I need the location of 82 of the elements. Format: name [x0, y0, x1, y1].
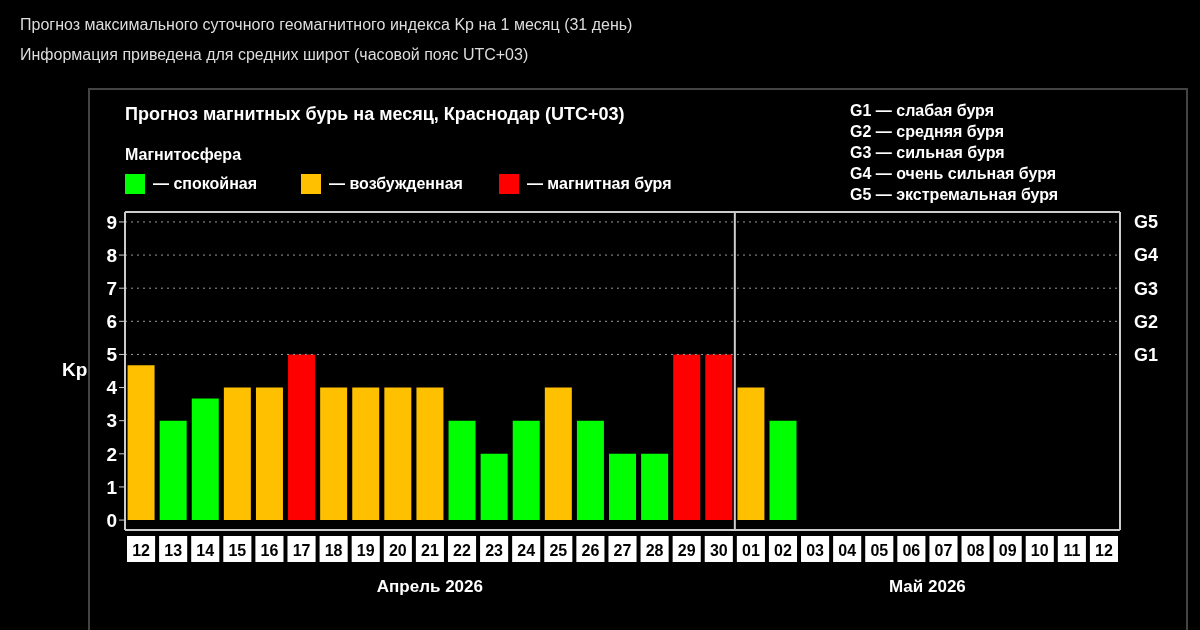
x-tick-label: 17: [292, 542, 311, 559]
x-tick-label: 12: [1095, 542, 1113, 559]
y-axis-title: Kp: [62, 359, 88, 381]
text: G3 — сильная буря: [850, 143, 1006, 163]
x-tick-label: 26: [581, 542, 600, 559]
y-tick-label: 0: [106, 509, 117, 531]
bar: [288, 354, 316, 521]
legend-title: Магнитосфера: [125, 146, 243, 164]
bar: [705, 354, 733, 521]
x-tick-label: 03: [806, 542, 825, 559]
text: Май 2026: [888, 577, 967, 597]
x-tick-label: 20: [388, 542, 407, 559]
chart-title: Прогноз магнитных бурь на месяц, Краснодар (UTC+03): [125, 104, 625, 125]
x-tick-label: 07: [934, 542, 953, 559]
bar: [641, 453, 669, 521]
x-tick-label: 19: [356, 542, 375, 559]
y-tick-label: 9: [106, 211, 117, 233]
x-tick-label: 16: [260, 542, 279, 559]
text: Прогноз максимального суточного геомагнитного индекса Kp на 1 месяц (31 день): [20, 16, 633, 34]
x-tick-label: 01: [741, 542, 760, 559]
x-tick-label: 02: [774, 542, 792, 559]
y-tick-label: 4: [106, 377, 118, 399]
x-tick-label: 30: [709, 542, 728, 559]
ref-line-label: G3: [1134, 278, 1159, 299]
y-tick-label: 8: [106, 244, 117, 266]
bar: [769, 420, 797, 521]
x-tick-label: 05: [870, 542, 889, 559]
x-tick-label: 27: [613, 542, 632, 559]
x-tick-label: 06: [902, 542, 921, 559]
y-tick-label: 3: [106, 410, 117, 432]
x-tick-label: 22: [453, 542, 472, 559]
text: G4 — очень сильная буря: [850, 164, 1058, 184]
x-tick-label: 28: [645, 542, 664, 559]
bar: [737, 387, 765, 521]
bar: [352, 387, 380, 521]
bar: [416, 387, 444, 521]
x-tick-label: 15: [228, 542, 247, 559]
text: Апрель 2026: [375, 577, 484, 597]
bar: [480, 453, 508, 521]
x-tick-label: 18: [324, 542, 343, 559]
text: G5 — экстремальная буря: [850, 185, 1059, 205]
text: G1 — слабая буря: [850, 101, 995, 121]
ref-line-label: G1: [1134, 344, 1159, 365]
x-tick-label: 11: [1063, 542, 1081, 559]
x-tick-label: 13: [164, 542, 183, 559]
bar: [673, 354, 701, 521]
bar: [576, 420, 604, 521]
bar: [320, 387, 348, 521]
y-tick-label: 5: [106, 344, 118, 366]
text: G2 — средняя буря: [850, 122, 1005, 142]
x-tick-label: 14: [196, 542, 215, 559]
x-tick-label: 08: [966, 542, 985, 559]
bar: [609, 453, 637, 521]
x-tick-label: 10: [1030, 542, 1049, 559]
x-tick-label: 09: [998, 542, 1017, 559]
bar: [448, 420, 476, 521]
ref-line-label: G2: [1134, 311, 1159, 332]
text: Информация приведена для средних широт (часовой пояс UTC+03): [20, 46, 529, 64]
x-tick-label: 29: [677, 542, 696, 559]
y-tick-label: 6: [106, 311, 117, 333]
x-tick-label: 04: [838, 542, 857, 559]
legend-label: — спокойная: [152, 174, 259, 194]
y-tick-label: 2: [106, 443, 117, 465]
x-tick-label: 21: [421, 542, 439, 559]
x-tick-label: 25: [549, 542, 568, 559]
legend-label: — возбужденная: [328, 174, 463, 194]
x-tick-label: 24: [517, 542, 536, 559]
bar: [191, 398, 219, 521]
ref-line-label: G5: [1134, 212, 1159, 233]
ref-line-label: G4: [1134, 245, 1159, 266]
bar: [255, 387, 283, 521]
bar: [127, 365, 155, 521]
bar: [384, 387, 412, 521]
y-tick-label: 1: [106, 476, 118, 498]
x-tick-label: 12: [132, 542, 151, 559]
y-tick-label: 7: [106, 277, 117, 299]
bar: [512, 420, 540, 521]
legend-label: — магнитная буря: [525, 174, 672, 194]
x-tick-label: 23: [485, 542, 504, 559]
bar: [544, 387, 572, 521]
bar: [223, 387, 251, 521]
bar: [159, 420, 187, 521]
